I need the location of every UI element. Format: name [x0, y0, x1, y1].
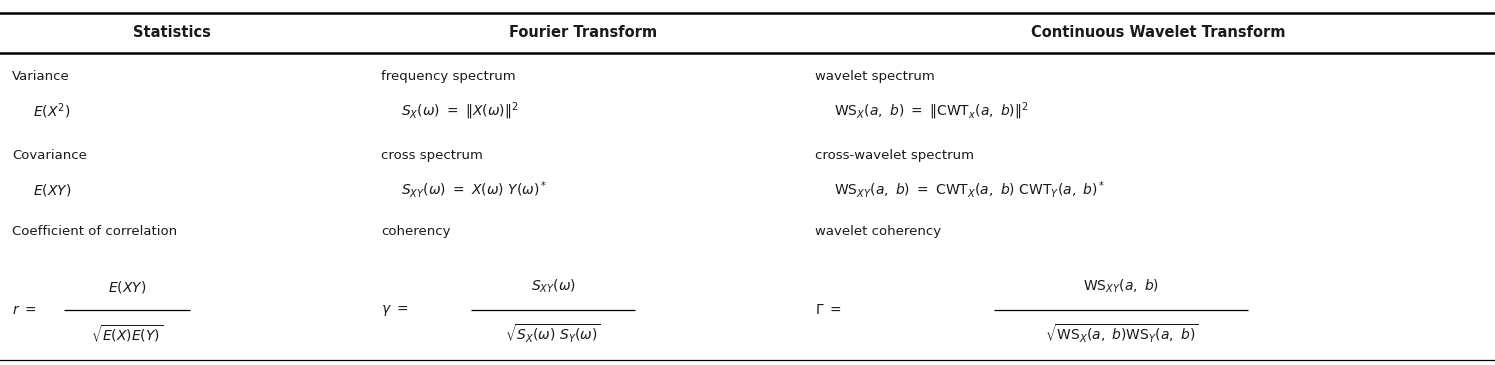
Text: frequency spectrum: frequency spectrum — [381, 70, 516, 83]
Text: wavelet spectrum: wavelet spectrum — [815, 70, 934, 83]
Text: $S_{XY}(\omega)$: $S_{XY}(\omega)$ — [531, 278, 576, 295]
Text: $E(X^2)$: $E(X^2)$ — [33, 101, 70, 121]
Text: $S_X(\omega)\ =\ \|X(\omega)\|^2$: $S_X(\omega)\ =\ \|X(\omega)\|^2$ — [401, 100, 519, 122]
Text: $\gamma\ =$: $\gamma\ =$ — [381, 303, 408, 318]
Text: coherency: coherency — [381, 225, 450, 238]
Text: $\sqrt{\mathrm{WS}_X(a,\ b)\mathrm{WS}_Y(a,\ b)}$: $\sqrt{\mathrm{WS}_X(a,\ b)\mathrm{WS}_Y… — [1045, 323, 1197, 345]
Text: Variance: Variance — [12, 70, 70, 83]
Text: Coefficient of correlation: Coefficient of correlation — [12, 225, 176, 238]
Text: cross spectrum: cross spectrum — [381, 149, 483, 162]
Text: $S_{XY}(\omega)\ =\ X(\omega)\ Y(\omega)^*$: $S_{XY}(\omega)\ =\ X(\omega)\ Y(\omega)… — [401, 179, 547, 200]
Text: Covariance: Covariance — [12, 149, 87, 162]
Text: Statistics: Statistics — [133, 25, 211, 41]
Text: $\mathrm{WS}_{XY}(a,\ b)$: $\mathrm{WS}_{XY}(a,\ b)$ — [1084, 278, 1159, 295]
Text: Fourier Transform: Fourier Transform — [508, 25, 658, 41]
Text: $E(XY)$: $E(XY)$ — [33, 182, 72, 198]
Text: wavelet coherency: wavelet coherency — [815, 225, 940, 238]
Text: $\Gamma\ =$: $\Gamma\ =$ — [815, 303, 842, 317]
Text: Continuous Wavelet Transform: Continuous Wavelet Transform — [1032, 25, 1286, 41]
Text: cross-wavelet spectrum: cross-wavelet spectrum — [815, 149, 973, 162]
Text: $r\ =$: $r\ =$ — [12, 303, 37, 317]
Text: $\mathrm{WS}_X(a,\ b)\ =\ \|\mathrm{CWT}_x(a,\ b)\|^2$: $\mathrm{WS}_X(a,\ b)\ =\ \|\mathrm{CWT}… — [834, 100, 1029, 122]
Text: $\sqrt{E(X)E(Y)}$: $\sqrt{E(X)E(Y)}$ — [91, 323, 163, 345]
Text: $\sqrt{S_X(\omega)\ S_Y(\omega)}$: $\sqrt{S_X(\omega)\ S_Y(\omega)}$ — [505, 323, 601, 345]
Text: $\mathrm{WS}_{XY}(a,\ b)\ =\ \mathrm{CWT}_X(a,\ b)\ \mathrm{CWT}_Y(a,\ b)^*$: $\mathrm{WS}_{XY}(a,\ b)\ =\ \mathrm{CWT… — [834, 179, 1106, 200]
Text: $E(XY)$: $E(XY)$ — [108, 278, 147, 295]
